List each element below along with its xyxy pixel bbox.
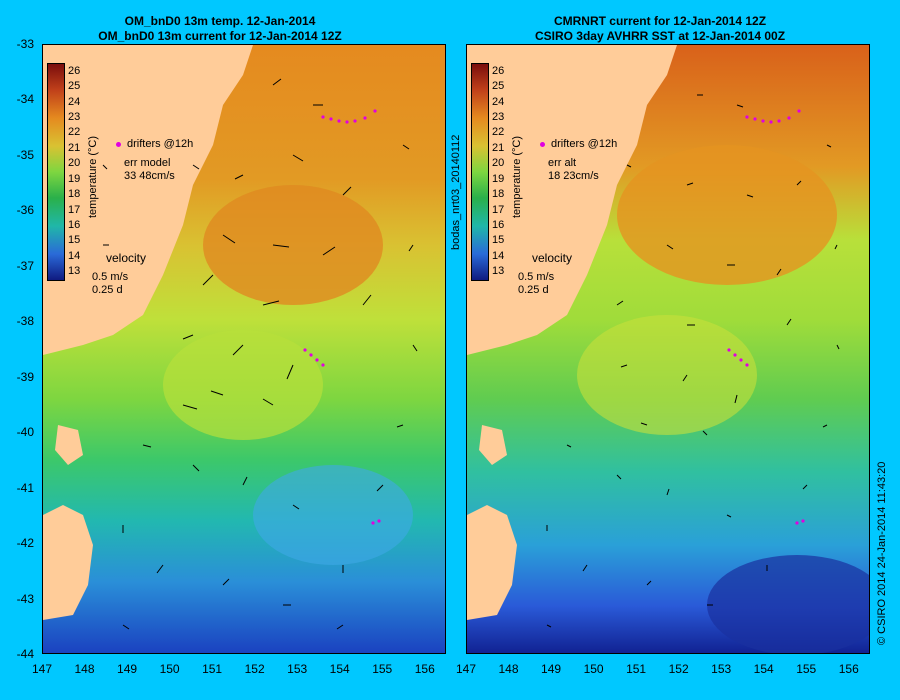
left-velocity-scale2: 0.25 d: [92, 284, 123, 296]
right-map: [466, 44, 870, 654]
colorbar-tick-label: 20: [68, 157, 81, 170]
longitude-tick-label: 152: [668, 662, 689, 676]
latitude-tick-label: -42: [16, 536, 34, 551]
left-err-value: 33 48cm/s: [124, 170, 175, 182]
longitude-tick-label: 154: [753, 662, 774, 676]
right-side-label: bodas_nrt03_20140112: [450, 134, 462, 250]
left-err-label: err model: [124, 157, 171, 169]
colorbar-tick-label: 18: [68, 188, 81, 201]
latitude-tick-label: -35: [16, 147, 34, 162]
colorbar-tick-label: 25: [492, 80, 505, 93]
drifter-dot-icon: [540, 141, 545, 147]
colorbar-tick-label: 16: [68, 219, 81, 231]
right-colorbar: [471, 63, 489, 281]
colorbar-tick-label: 24: [492, 95, 505, 108]
colorbar-tick-label: 14: [68, 249, 81, 262]
latitude-tick-label: -43: [16, 591, 34, 606]
longitude-tick-label: 154: [329, 662, 350, 676]
left-map-canvas: [43, 45, 445, 653]
latitude-tick-label: -34: [16, 92, 34, 107]
longitude-tick-label: 155: [796, 662, 817, 676]
right-velocity-legend: velocity 0.5 m/s 0.25 d: [518, 252, 572, 297]
colorbar-tick-label: 19: [68, 172, 81, 185]
left-drifter-label: drifters @12h: [127, 138, 194, 150]
colorbar-tick-label: 18: [492, 188, 505, 201]
colorbar-tick-label: 22: [68, 126, 81, 139]
latitude-tick-label: -33: [16, 37, 34, 51]
longitude-tick-label: 156: [414, 662, 435, 676]
colorbar-tick-label: 21: [68, 141, 81, 154]
latitude-tick-label: -36: [16, 203, 34, 218]
longitude-tick-label: 155: [372, 662, 393, 676]
left-velocity-scale1: 0.5 m/s: [92, 271, 129, 283]
right-legend: drifters @12h err alt 18 23cm/s: [540, 138, 617, 183]
right-colorbar-gradient: [472, 64, 488, 280]
colorbar-tick-label: 26: [68, 64, 81, 77]
longitude-tick-label: 147: [31, 662, 53, 676]
left-colorbar-title: temperature (°C): [87, 135, 99, 218]
colorbar-tick-label: 24: [68, 95, 81, 108]
left-title-line1: OM_bnD0 13m temp. 12-Jan-2014: [124, 14, 316, 28]
right-velocity-scale2: 0.25 d: [518, 284, 549, 296]
right-drifter-label: drifters @12h: [551, 138, 618, 150]
latitude-tick-label: -38: [16, 314, 34, 329]
colorbar-tick-label: 16: [492, 219, 505, 231]
right-map-canvas: [467, 45, 869, 653]
right-drifter-legend: drifters @12h: [540, 138, 617, 151]
longitude-tick-label: 149: [117, 662, 138, 676]
latitude-tick-label: -44: [16, 647, 34, 661]
longitude-tick-label: 153: [287, 662, 308, 676]
left-velocity-legend: velocity 0.5 m/s 0.25 d: [92, 252, 146, 297]
colorbar-tick-label: 23: [68, 111, 81, 123]
left-legend: drifters @12h err model 33 48cm/s: [116, 138, 193, 183]
credit-text: © CSIRO 2014 24-Jan-2014 11:43:20: [876, 461, 888, 645]
right-err-label: err alt: [548, 157, 577, 169]
colorbar-tick-label: 13: [68, 265, 81, 278]
longitude-tick-label: 151: [626, 662, 647, 676]
colorbar-tick-label: 15: [492, 234, 505, 247]
left-drifter-legend: drifters @12h: [116, 138, 193, 151]
colorbar-tick-label: 20: [492, 157, 505, 170]
right-title-line2: CSIRO 3day AVHRR SST at 12-Jan-2014 00Z: [534, 29, 786, 43]
left-title-line2: OM_bnD0 13m current for 12-Jan-2014 12Z: [98, 29, 342, 43]
longitude-tick-label: 151: [202, 662, 223, 676]
colorbar-tick-label: 13: [492, 265, 505, 278]
right-title-line1: CMRNRT current for 12-Jan-2014 12Z: [553, 14, 767, 28]
left-velocity-label: velocity: [106, 251, 147, 265]
longitude-tick-label: 148: [498, 662, 519, 676]
colorbar-tick-label: 17: [492, 203, 505, 216]
colorbar-tick-label: 15: [68, 234, 81, 247]
right-colorbar-title: temperature (°C): [511, 135, 523, 218]
drifter-dot-icon: [116, 141, 121, 147]
colorbar-tick-label: 22: [492, 126, 505, 139]
colorbar-tick-label: 21: [492, 141, 505, 154]
colorbar-tick-label: 17: [68, 203, 81, 216]
left-colorbar-gradient: [48, 64, 64, 280]
colorbar-tick-label: 14: [492, 249, 505, 262]
right-title: CMRNRT current for 12-Jan-2014 12Z CSIRO…: [450, 14, 870, 44]
colorbar-tick-label: 19: [492, 172, 505, 185]
colorbar-tick-label: 23: [492, 111, 505, 123]
longitude-tick-label: 150: [159, 662, 180, 676]
right-velocity-scale1: 0.5 m/s: [518, 271, 555, 283]
left-title: OM_bnD0 13m temp. 12-Jan-2014 OM_bnD0 13…: [10, 14, 430, 44]
longitude-tick-label: 150: [583, 662, 604, 676]
longitude-tick-label: 152: [244, 662, 265, 676]
latitude-tick-label: -40: [16, 425, 34, 440]
left-map: [42, 44, 446, 654]
longitude-tick-label: 156: [838, 662, 859, 676]
latitude-tick-label: -39: [16, 369, 34, 384]
latitude-tick-label: -41: [16, 480, 34, 495]
longitude-tick-label: 149: [541, 662, 562, 676]
right-velocity-label: velocity: [532, 251, 573, 265]
colorbar-tick-label: 25: [68, 80, 81, 93]
longitude-tick-label: 153: [711, 662, 732, 676]
longitude-tick-label: 148: [74, 662, 95, 676]
longitude-tick-label: 147: [455, 662, 477, 676]
left-colorbar: [47, 63, 65, 281]
latitude-tick-label: -37: [16, 258, 34, 273]
colorbar-tick-label: 26: [492, 64, 505, 77]
right-err-value: 18 23cm/s: [548, 170, 599, 182]
